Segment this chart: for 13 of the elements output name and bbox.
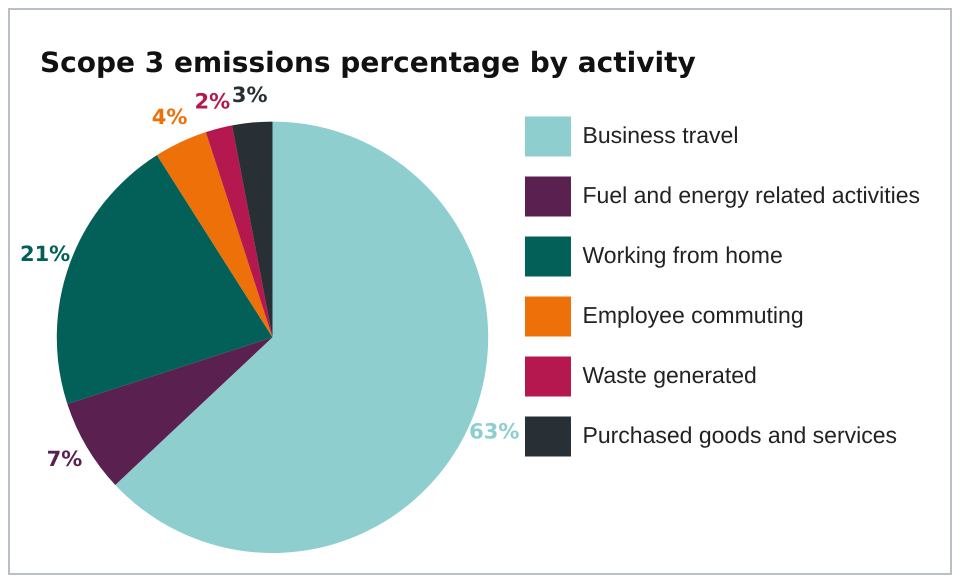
data-label: 7%	[46, 446, 82, 471]
data-label: 63%	[469, 420, 520, 444]
legend-label: Fuel and energy related activities	[582, 182, 920, 208]
legend-label: Waste generated	[582, 362, 757, 388]
chart-title: Scope 3 emissions percentage by activity	[40, 46, 696, 80]
data-label: 3%	[232, 83, 268, 108]
data-label: 4%	[152, 105, 188, 130]
legend-label: Purchased goods and services	[582, 422, 898, 448]
legend-label: Employee commuting	[582, 302, 804, 328]
data-label: 2%	[194, 90, 230, 114]
legend-label: Business travel	[582, 122, 738, 148]
data-label: 21%	[20, 242, 70, 266]
legend-label: Working from home	[582, 242, 783, 268]
